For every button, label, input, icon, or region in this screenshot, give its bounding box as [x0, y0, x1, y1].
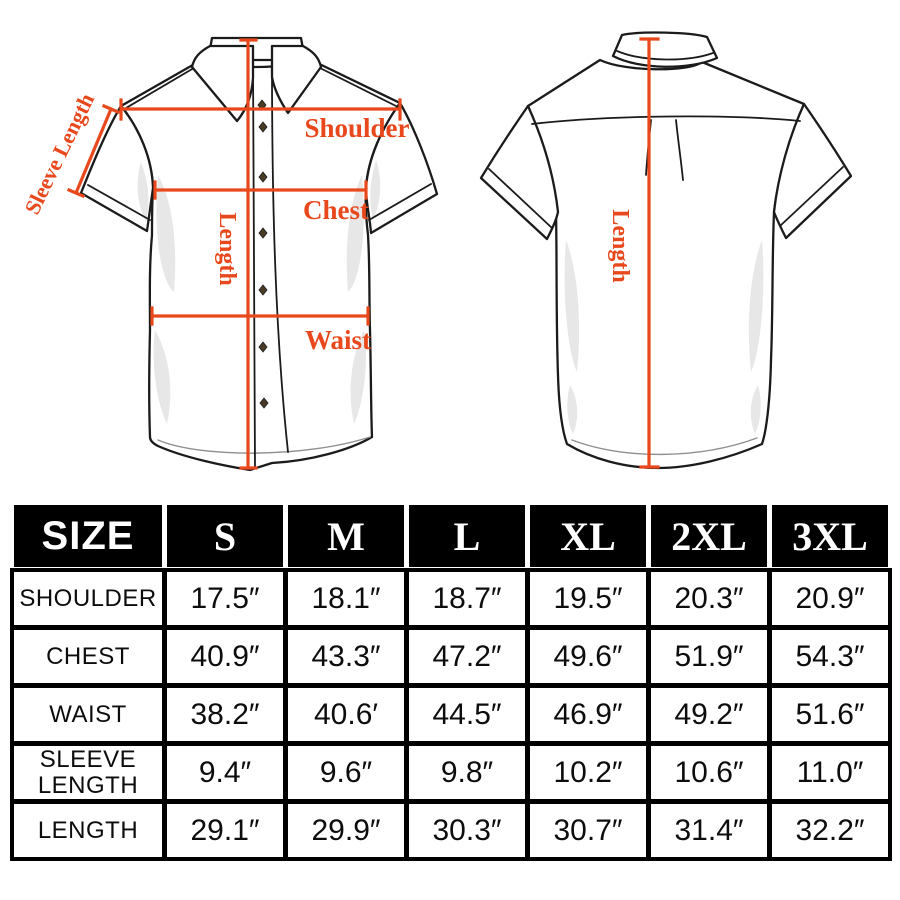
front-length-measure-label: Length: [214, 212, 240, 285]
cell-shoulder-xl: 19.5″: [530, 572, 646, 625]
cell-waist-xl: 46.9″: [530, 688, 646, 741]
cell-length-l: 30.3″: [409, 804, 525, 857]
cell-sleeve-xl: 10.2″: [530, 746, 646, 799]
row-label-waist: WAIST: [14, 688, 162, 741]
back-length-measure-label: Length: [607, 209, 633, 282]
front-placket: [252, 61, 289, 468]
front-length-line: [239, 38, 258, 470]
front-left-sleeve: [79, 104, 155, 233]
front-waist-line: [150, 306, 370, 326]
shoulder-measure-label: Shoulder: [304, 113, 409, 143]
cell-length-2xl: 31.4″: [651, 804, 767, 857]
row-label-chest: CHEST: [14, 630, 162, 683]
row-label-length: LENGTH: [14, 804, 162, 857]
sleeve-length-measure-label: Sleeve Length: [19, 89, 99, 218]
cell-chest-s: 40.9″: [167, 630, 283, 683]
back-right-cuff-band: [779, 166, 844, 227]
header-cell-2xl: 2XL: [651, 505, 767, 567]
cell-waist-m: 40.6′: [288, 688, 404, 741]
shirt-measurement-diagram: Shoulder Chest Waist Sleeve Length Lengt…: [19, 31, 853, 472]
cell-length-s: 29.1″: [167, 804, 283, 857]
back-length-line: [639, 37, 660, 469]
chest-measure-label: Chest: [303, 195, 369, 225]
header-cell-m: M: [288, 505, 404, 567]
front-right-sleeve: [364, 101, 439, 235]
front-left-cuff-band: [87, 184, 151, 221]
cell-shoulder-2xl: 20.3″: [651, 572, 767, 625]
row-label-shoulder: SHOULDER: [14, 572, 162, 625]
cell-length-3xl: 32.2″: [772, 804, 888, 857]
cell-shoulder-l: 18.7″: [409, 572, 525, 625]
front-shoulder-line: [119, 98, 402, 121]
front-shirt-drawing: [79, 36, 439, 472]
cell-waist-3xl: 51.6″: [772, 688, 888, 741]
cell-shoulder-3xl: 20.9″: [772, 572, 888, 625]
header-cell-size: SIZE: [14, 505, 162, 567]
cell-chest-xl: 49.6″: [530, 630, 646, 683]
back-left-cuff-band: [488, 168, 553, 229]
cell-shoulder-m: 18.1″: [288, 572, 404, 625]
cell-chest-3xl: 54.3″: [772, 630, 888, 683]
front-collar-right-flap: [270, 44, 323, 115]
cell-chest-2xl: 51.9″: [651, 630, 767, 683]
back-hem-inner-line: [571, 437, 758, 456]
front-right-cuff-band: [368, 183, 432, 221]
front-shading: [137, 160, 381, 424]
cell-length-xl: 30.7″: [530, 804, 646, 857]
cell-sleeve-s: 9.4″: [167, 746, 283, 799]
waist-measure-label: Waist: [305, 325, 371, 355]
header-cell-xl: XL: [530, 505, 646, 567]
front-chest-line: [153, 180, 368, 200]
measurement-lines: [66, 37, 660, 470]
cell-sleeve-m: 9.6″: [288, 746, 404, 799]
front-sleeve-length-line: [66, 103, 121, 199]
cell-waist-l: 44.5″: [409, 688, 525, 741]
cell-shoulder-s: 17.5″: [167, 572, 283, 625]
front-shoulder-seams: [125, 61, 397, 109]
cell-waist-2xl: 49.2″: [651, 688, 767, 741]
header-cell-s: S: [167, 505, 283, 567]
back-shirt-drawing: [479, 31, 853, 470]
cell-sleeve-3xl: 11.0″: [772, 746, 888, 799]
row-label-sleeve-length: SLEEVE LENGTH: [14, 746, 162, 799]
back-collar-stand: [611, 31, 719, 68]
cell-length-m: 29.9″: [288, 804, 404, 857]
cell-chest-m: 43.3″: [288, 630, 404, 683]
front-collar-left-flap: [190, 44, 255, 123]
back-yoke-seam: [531, 115, 801, 125]
back-right-sleeve: [772, 102, 853, 240]
cell-chest-l: 47.2″: [409, 630, 525, 683]
cell-sleeve-2xl: 10.6″: [651, 746, 767, 799]
header-cell-3xl: 3XL: [772, 505, 888, 567]
cell-sleeve-l: 9.8″: [409, 746, 525, 799]
back-collar-inner-line: [616, 50, 714, 61]
size-table: SIZE S M L XL 2XL 3XL SHOULDER 17.5″ 18.…: [14, 505, 888, 857]
cell-waist-s: 38.2″: [167, 688, 283, 741]
header-cell-l: L: [409, 505, 525, 567]
front-buttons: [257, 99, 269, 409]
back-left-sleeve: [479, 104, 560, 241]
